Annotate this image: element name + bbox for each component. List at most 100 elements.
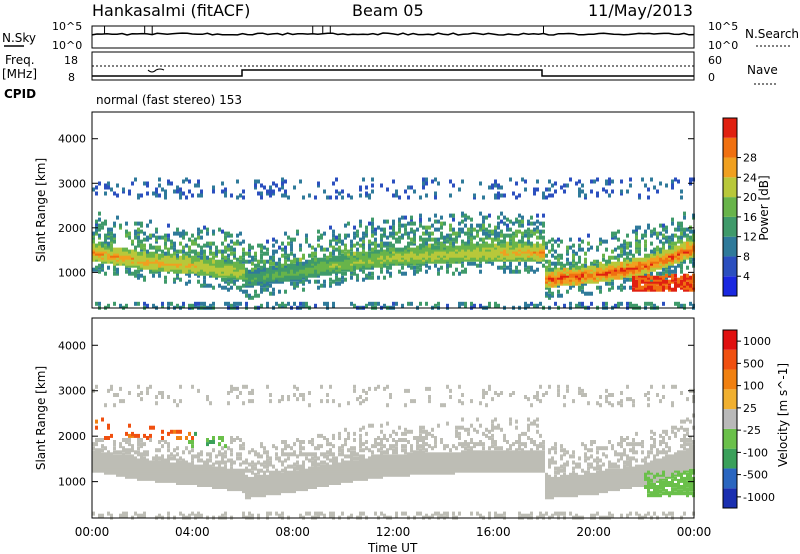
velocity-cell bbox=[293, 393, 296, 397]
power-cell bbox=[155, 193, 158, 198]
power-cell bbox=[398, 239, 401, 244]
power-cell bbox=[203, 249, 206, 254]
power-cell bbox=[344, 251, 347, 256]
power-cell bbox=[422, 185, 425, 190]
velocity-cell bbox=[275, 491, 278, 496]
power-cell bbox=[335, 195, 338, 200]
power-cell bbox=[191, 233, 194, 238]
power-cell bbox=[293, 237, 296, 242]
power-cell bbox=[497, 237, 500, 242]
velocity-cell bbox=[179, 384, 182, 389]
power-cell bbox=[329, 257, 332, 262]
power-cell bbox=[443, 251, 446, 256]
velocity-cell bbox=[302, 440, 305, 444]
velocity-cell bbox=[299, 444, 302, 449]
power-cell bbox=[425, 263, 428, 268]
velocity-cell bbox=[341, 444, 344, 449]
power-cell bbox=[95, 251, 98, 256]
power-cell bbox=[581, 183, 584, 188]
power-cell bbox=[335, 189, 338, 194]
power-cell bbox=[110, 243, 113, 248]
velocity-cell bbox=[284, 481, 287, 485]
power-cell bbox=[407, 301, 410, 306]
power-cell bbox=[518, 253, 521, 258]
power-cell bbox=[221, 251, 224, 256]
power-cell bbox=[554, 239, 557, 244]
velocity-cell bbox=[191, 448, 194, 453]
power-cell bbox=[638, 277, 641, 282]
velocity-cell bbox=[350, 458, 353, 463]
power-cell bbox=[665, 183, 668, 188]
velocity-cell bbox=[353, 450, 356, 455]
power-cell bbox=[272, 287, 275, 292]
velocity-cell bbox=[311, 452, 314, 457]
velocity-cell bbox=[125, 464, 128, 469]
power-cell bbox=[488, 243, 491, 248]
power-cell bbox=[614, 303, 617, 308]
power-cell bbox=[449, 241, 452, 246]
velocity-cell bbox=[203, 472, 206, 477]
power-cell bbox=[494, 251, 497, 256]
power-cell bbox=[116, 247, 119, 252]
velocity-cell bbox=[236, 452, 239, 457]
velocity-cell bbox=[263, 446, 266, 451]
velocity-cell bbox=[128, 450, 131, 455]
power-cell bbox=[140, 251, 143, 256]
power-cell bbox=[98, 233, 101, 238]
power-cell bbox=[560, 239, 563, 244]
velocity-cell bbox=[95, 450, 98, 455]
power-cell bbox=[404, 253, 407, 258]
power-cell bbox=[665, 235, 668, 240]
velocity-cell bbox=[236, 386, 239, 391]
power-cell bbox=[461, 269, 464, 274]
power-cell bbox=[272, 255, 275, 260]
power-cell bbox=[644, 253, 647, 258]
power-cell bbox=[380, 253, 383, 258]
power-cell bbox=[248, 293, 251, 298]
power-cell bbox=[533, 251, 536, 256]
power-cell bbox=[530, 265, 533, 270]
power-cell bbox=[524, 301, 527, 306]
velocity-cell bbox=[116, 454, 119, 459]
velocity-cell bbox=[314, 472, 317, 477]
power-cell bbox=[239, 285, 242, 290]
power-cell bbox=[461, 219, 464, 224]
power-cell bbox=[554, 181, 557, 186]
velocity-cell bbox=[95, 438, 98, 442]
power-cell bbox=[362, 177, 365, 182]
velocity-cell bbox=[257, 452, 260, 457]
power-cell bbox=[281, 241, 284, 246]
power-cell bbox=[353, 251, 356, 256]
velocity-cell bbox=[302, 452, 305, 457]
power-cell bbox=[536, 267, 539, 272]
power-cell bbox=[194, 241, 197, 246]
velocity-cell bbox=[155, 468, 158, 473]
power-cell bbox=[488, 223, 491, 228]
power-cell bbox=[212, 301, 215, 306]
power-cell bbox=[656, 271, 659, 276]
velocity-cell bbox=[308, 440, 311, 444]
power-cell bbox=[287, 263, 290, 268]
power-cell bbox=[137, 301, 140, 306]
velocity-cell bbox=[179, 429, 182, 434]
power-cell bbox=[314, 247, 317, 252]
power-cell bbox=[494, 183, 497, 188]
velocity-cell bbox=[122, 468, 125, 473]
power-cell bbox=[461, 239, 464, 244]
velocity-cell bbox=[128, 464, 131, 469]
power-cell bbox=[311, 245, 314, 250]
power-cell bbox=[527, 303, 530, 308]
velocity-cell bbox=[95, 442, 98, 447]
power-cell bbox=[674, 265, 677, 270]
velocity-cell bbox=[197, 481, 200, 485]
power-cell bbox=[542, 235, 545, 240]
power-cell bbox=[263, 185, 266, 190]
power-cell bbox=[185, 243, 188, 248]
power-cell bbox=[377, 275, 380, 280]
power-cell bbox=[578, 243, 581, 248]
velocity-cell bbox=[284, 440, 287, 444]
power-cell bbox=[557, 237, 560, 242]
velocity-cell bbox=[314, 454, 317, 459]
power-cell bbox=[182, 191, 185, 196]
velocity-cell bbox=[188, 472, 191, 477]
